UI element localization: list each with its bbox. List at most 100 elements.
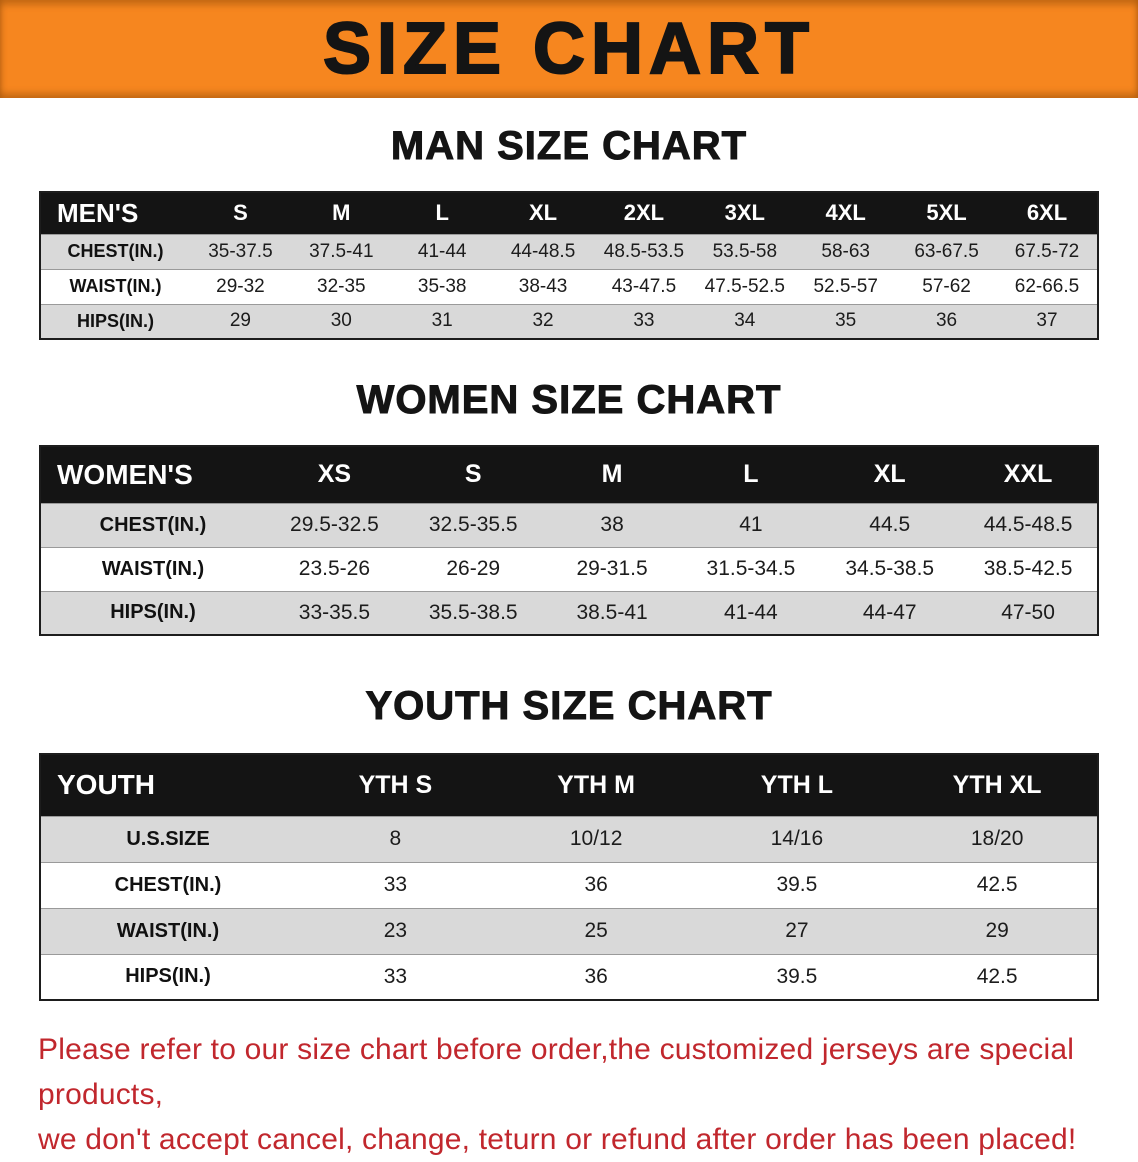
size-column-header: XL: [492, 192, 594, 234]
banner-title: SIZE CHART: [322, 9, 815, 89]
size-value: 43-47.5: [611, 275, 677, 297]
row-label: HIPS(IN.): [76, 310, 154, 331]
size-value: 37.5-41: [309, 240, 374, 262]
size-column-header: M: [290, 192, 392, 234]
size-value: 31.5-34.5: [706, 557, 796, 580]
size-value: 42.5: [976, 873, 1018, 896]
size-column-header: L: [681, 446, 821, 503]
size-value: 36: [584, 873, 608, 896]
size-value: 41: [739, 513, 763, 536]
size-column-header: S: [403, 446, 543, 503]
row-label: HIPS(IN.): [110, 601, 196, 624]
size-value: 58-63: [821, 240, 870, 262]
size-column-header: YTH L: [696, 754, 898, 816]
table-header-row: YOUTH YTH S YTH M YTH L YTH XL: [40, 754, 1098, 816]
size-value: 38.5-42.5: [983, 557, 1073, 580]
size-value: 52.5-57: [813, 275, 878, 297]
row-label: HIPS(IN.): [125, 965, 211, 988]
table-row: CHEST(IN.) 35-37.5 37.5-41 41-44 44-48.5 48.5…: [40, 234, 1098, 269]
table-title-cell: YOUTH: [40, 754, 295, 816]
size-value: 29-32: [216, 275, 265, 297]
size-value: 34: [734, 310, 756, 332]
size-value: 25: [584, 919, 608, 942]
size-value: 23.5-26: [298, 557, 371, 580]
size-chart-sections: MAN SIZE CHART MEN'S S M L XL 2XL 3XL 4XL 5XL 6XL C…: [0, 124, 1138, 1001]
table-row: HIPS(IN.) 29 30 31 32 33 34 35 36 37: [40, 304, 1098, 339]
table-row: WAIST(IN.) 29-32 32-35 35-38 38-43 43-47.5 47.…: [40, 269, 1098, 304]
table-header-row: WOMEN'S XS S M L XL XXL: [40, 446, 1098, 503]
size-value: 32.5-35.5: [428, 513, 518, 536]
table-header-row: MEN'S S M L XL 2XL 3XL 4XL 5XL 6XL: [40, 192, 1098, 234]
size-value: 33-35.5: [298, 600, 371, 624]
size-value: 18/20: [970, 827, 1024, 850]
size-column-header: YTH M: [495, 754, 697, 816]
row-label: WAIST(IN.): [69, 276, 162, 296]
table-row: WAIST(IN.) 23 25 27 29: [40, 908, 1098, 954]
size-value: 38: [600, 513, 624, 536]
size-value: 34.5-38.5: [845, 557, 935, 580]
size-value: 48.5-53.5: [603, 240, 685, 262]
size-chart-banner: SIZE CHART: [0, 0, 1138, 98]
size-value: 63-67.5: [914, 240, 979, 262]
size-column-header: YTH S: [295, 754, 496, 816]
size-chart-section: MAN SIZE CHART MEN'S S M L XL 2XL 3XL 4XL 5XL 6XL C…: [0, 124, 1138, 340]
section-heading: MAN SIZE CHART: [390, 124, 748, 169]
size-value: 35-38: [417, 275, 467, 297]
size-column-header: 2XL: [593, 192, 695, 234]
size-column-header: XXL: [959, 446, 1098, 503]
size-column-header: L: [391, 192, 493, 234]
size-value: 67.5-72: [1014, 240, 1080, 262]
size-value: 35-37.5: [208, 240, 273, 262]
size-value: 36: [584, 964, 608, 988]
size-value: 39.5: [776, 964, 818, 988]
size-value: 35: [835, 310, 857, 332]
table-title-cell: MEN'S: [40, 192, 190, 234]
size-value: 38-43: [518, 275, 568, 297]
size-column-header: YTH XL: [897, 754, 1098, 816]
size-value: 42.5: [976, 964, 1018, 988]
size-value: 14/16: [770, 827, 824, 850]
table-row: CHEST(IN.) 29.5-32.5 32.5-35.5 38 41 44.5 44.5…: [40, 503, 1098, 547]
size-chart-section: YOUTH SIZE CHART YOUTH YTH S YTH M YTH L YTH …: [0, 684, 1138, 1001]
size-value: 31: [431, 310, 453, 332]
size-value: 36: [935, 310, 958, 332]
size-value: 29-31.5: [576, 557, 648, 580]
size-column-header: M: [542, 446, 682, 503]
footer-note: Please refer to our size chart before or…: [38, 1027, 1100, 1162]
table-row: HIPS(IN.) 33-35.5 35.5-38.5 38.5-41 41-44 44-…: [40, 591, 1098, 635]
size-value: 62-66.5: [1014, 275, 1080, 297]
row-label: CHEST(IN.): [114, 873, 222, 896]
size-value: 38.5-41: [576, 600, 648, 624]
row-label: CHEST(IN.): [99, 513, 207, 536]
size-value: 35.5-38.5: [428, 600, 518, 624]
size-value: 39.5: [776, 873, 818, 896]
row-label: WAIST(IN.): [116, 919, 220, 942]
table-row: CHEST(IN.) 33 36 39.5 42.5: [40, 862, 1098, 908]
size-table: WOMEN'S XS S M L XL XXL CHEST(IN.) 29.5-32.5 32.5…: [39, 445, 1099, 636]
row-label: WAIST(IN.): [101, 557, 205, 580]
size-value: 8: [389, 827, 402, 850]
size-value: 33: [383, 964, 408, 988]
size-value: 41-44: [724, 600, 778, 624]
size-value: 33: [383, 873, 408, 896]
footer-line-1: Please refer to our size chart before or…: [38, 1033, 1075, 1111]
size-value: 27: [785, 919, 809, 942]
size-column-header: XS: [265, 446, 404, 503]
footer-line-2: we don't accept cancel, change, teturn o…: [38, 1123, 1077, 1156]
size-table: YOUTH YTH S YTH M YTH L YTH XL U.S.SIZE 8 10/12…: [39, 753, 1099, 1001]
size-value: 44.5: [869, 513, 911, 536]
size-value: 44-47: [862, 600, 917, 624]
size-value: 26-29: [446, 557, 501, 580]
size-value: 29: [985, 919, 1009, 942]
size-value: 32: [532, 310, 554, 332]
table-title-cell: WOMEN'S: [40, 446, 265, 503]
size-chart-section: WOMEN SIZE CHART WOMEN'S XS S M L XL XXL CHEST(I…: [0, 378, 1138, 636]
row-label: CHEST(IN.): [67, 241, 164, 261]
size-value: 30: [330, 310, 352, 332]
size-value: 44.5-48.5: [983, 513, 1073, 536]
size-value: 41-44: [417, 240, 467, 262]
size-value: 53.5-58: [712, 240, 778, 262]
table-row: U.S.SIZE 8 10/12 14/16 18/20: [40, 816, 1098, 862]
size-column-header: 6XL: [997, 192, 1098, 234]
table-row: WAIST(IN.) 23.5-26 26-29 29-31.5 31.5-34.5 34…: [40, 547, 1098, 591]
